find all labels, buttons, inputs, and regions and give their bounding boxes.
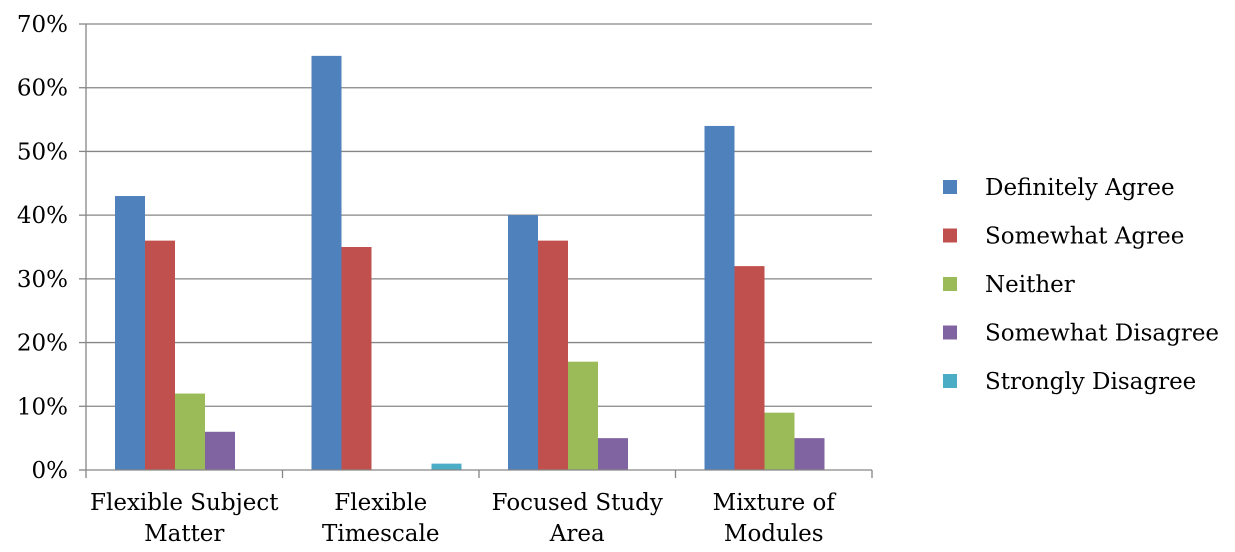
category-label: Focused Study Area bbox=[492, 490, 663, 547]
legend-swatch bbox=[943, 325, 957, 340]
gridlines bbox=[86, 23, 872, 407]
axes bbox=[79, 23, 873, 478]
bar bbox=[538, 240, 568, 470]
legend-swatch bbox=[943, 180, 957, 194]
bar bbox=[115, 196, 145, 470]
legend-swatch bbox=[943, 277, 957, 291]
bar bbox=[508, 215, 538, 470]
bar bbox=[764, 412, 795, 470]
y-tick-label: 20% bbox=[17, 331, 68, 357]
legend-item: Strongly Disagree bbox=[943, 369, 1196, 395]
legend-label: Definitely Agree bbox=[985, 175, 1175, 201]
bars bbox=[115, 55, 825, 470]
legend: Definitely Agree Somewhat Agree Neither Som… bbox=[943, 175, 1219, 395]
category-label: Flexible Subject Matter bbox=[90, 490, 279, 547]
y-tick-label: 30% bbox=[17, 267, 68, 293]
category-labels: Flexible Subject Matter Flexible Timescale F… bbox=[90, 490, 836, 547]
bar bbox=[704, 125, 735, 470]
bar bbox=[175, 393, 205, 470]
bar bbox=[205, 431, 235, 470]
legend-swatch bbox=[943, 374, 957, 388]
y-tick-label: 60% bbox=[17, 76, 68, 102]
legend-swatch bbox=[943, 228, 957, 243]
legend-label: Neither bbox=[985, 272, 1075, 298]
bar bbox=[794, 438, 825, 470]
legend-label: Somewhat Disagree bbox=[985, 321, 1219, 347]
legend-item: Somewhat Disagree bbox=[943, 321, 1219, 347]
category-label: Flexible Timescale bbox=[322, 490, 439, 547]
bar bbox=[311, 55, 342, 470]
y-tick-label: 50% bbox=[17, 139, 68, 165]
category-label: Mixture of Modules bbox=[713, 490, 837, 547]
bar bbox=[145, 240, 175, 470]
y-tick-label: 0% bbox=[32, 458, 69, 484]
bar bbox=[431, 463, 462, 470]
legend-item: Somewhat Agree bbox=[943, 224, 1184, 250]
legend-item: Neither bbox=[943, 272, 1075, 298]
y-tick-label: 10% bbox=[17, 394, 68, 420]
bar bbox=[598, 438, 628, 470]
bar bbox=[568, 361, 598, 470]
bar bbox=[341, 247, 372, 470]
y-tick-label: 70% bbox=[17, 12, 68, 38]
y-tick-labels: 0% 10% 20% 30% 40% 50% 60% 70% bbox=[17, 12, 68, 484]
legend-label: Strongly Disagree bbox=[985, 369, 1196, 395]
legend-item: Definitely Agree bbox=[943, 175, 1175, 201]
y-tick-label: 40% bbox=[17, 203, 68, 229]
bar bbox=[734, 266, 765, 470]
legend-label: Somewhat Agree bbox=[985, 224, 1184, 250]
